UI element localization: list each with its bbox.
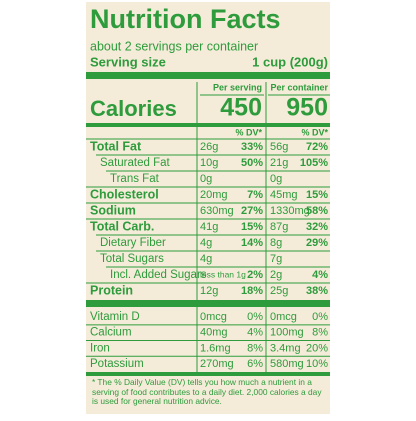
daily-value: 4% — [247, 327, 263, 339]
servings: about 2 servings per container — [90, 39, 258, 53]
amount: 0g — [270, 173, 282, 185]
daily-value: 58% — [306, 205, 328, 217]
thick-rule — [86, 300, 330, 307]
daily-value: 8% — [312, 327, 328, 339]
calories-per-serving: 450 — [220, 94, 262, 122]
daily-value: 0% — [312, 311, 328, 323]
daily-value: 15% — [241, 221, 263, 233]
nutrient-name: Sodium — [90, 203, 136, 217]
daily-value: 38% — [306, 285, 328, 297]
nutrient-name: Total Fat — [90, 139, 142, 153]
dv-header: % DV* — [235, 127, 262, 137]
medium-rule — [86, 372, 330, 376]
amount: 21g — [270, 157, 288, 169]
medium-rule — [86, 123, 330, 127]
daily-value: 29% — [306, 237, 328, 249]
nutrient-name: Saturated Fat — [100, 157, 170, 169]
amount: less than 1g — [200, 269, 246, 279]
daily-value: 0% — [247, 311, 263, 323]
daily-value: 4% — [312, 269, 328, 281]
dv-header: % DV* — [301, 127, 328, 137]
amount: 12g — [200, 285, 218, 297]
thick-rule — [86, 72, 330, 79]
amount: 20mg — [200, 189, 228, 201]
amount: 56g — [270, 141, 288, 153]
per-container-header: Per container — [270, 82, 328, 92]
nutrient-name: Total Sugars — [100, 253, 164, 265]
daily-value: 10% — [306, 358, 328, 370]
per-serving-header: Per serving — [213, 82, 262, 92]
amount: 45mg — [270, 189, 298, 201]
nutrient-name: Protein — [90, 283, 133, 297]
amount: 40mg — [200, 327, 228, 339]
daily-value: 2% — [247, 269, 263, 281]
amount: 3.4mg — [270, 342, 301, 354]
label-background — [86, 2, 330, 414]
nutrient-name: Trans Fat — [110, 173, 160, 185]
amount: 0mcg — [200, 311, 227, 323]
daily-value: 7% — [247, 189, 263, 201]
amount: 10g — [200, 157, 218, 169]
amount: 0g — [200, 173, 212, 185]
amount: 100mg — [270, 327, 304, 339]
nutrient-name: Vitamin D — [90, 311, 140, 323]
daily-value: 15% — [306, 189, 328, 201]
nutrient-name: Dietary Fiber — [100, 237, 166, 249]
amount: 1.6mg — [200, 342, 231, 354]
nutrient-name: Calcium — [90, 327, 132, 339]
daily-value: 33% — [241, 141, 263, 153]
nutrient-name: Iron — [90, 342, 110, 354]
title: Nutrition Facts — [90, 4, 281, 34]
daily-value: 6% — [247, 358, 263, 370]
amount: 580mg — [270, 358, 304, 370]
amount: 0mcg — [270, 311, 297, 323]
nutrient-name: Incl. Added Sugars — [110, 269, 207, 281]
footnote: * The % Daily Value (DV) tells you how m… — [92, 377, 322, 407]
amount: 2g — [270, 269, 282, 281]
serving-size-label: Serving size — [90, 54, 166, 69]
nutrient-name: Total Carb. — [90, 219, 154, 233]
nutrient-name: Cholesterol — [90, 187, 159, 201]
amount: 7g — [270, 253, 282, 265]
calories-per-container: 950 — [286, 94, 328, 122]
daily-value: 50% — [241, 157, 263, 169]
amount: 26g — [200, 141, 218, 153]
calories-label: Calories — [90, 96, 177, 121]
daily-value: 18% — [241, 285, 263, 297]
amount: 4g — [200, 237, 212, 249]
amount: 630mg — [200, 205, 234, 217]
daily-value: 14% — [241, 237, 263, 249]
amount: 87g — [270, 221, 288, 233]
amount: 270mg — [200, 358, 234, 370]
amount: 8g — [270, 237, 282, 249]
amount: 25g — [270, 285, 288, 297]
daily-value: 27% — [241, 205, 263, 217]
nutrient-name: Potassium — [90, 358, 144, 370]
daily-value: 32% — [306, 221, 328, 233]
daily-value: 8% — [247, 342, 263, 354]
amount: 4g — [200, 253, 212, 265]
daily-value: 105% — [300, 157, 328, 169]
daily-value: 20% — [306, 342, 328, 354]
serving-size-value: 1 cup (200g) — [252, 54, 328, 69]
amount: 1330mg — [270, 205, 310, 217]
daily-value: 72% — [306, 141, 328, 153]
amount: 41g — [200, 221, 218, 233]
